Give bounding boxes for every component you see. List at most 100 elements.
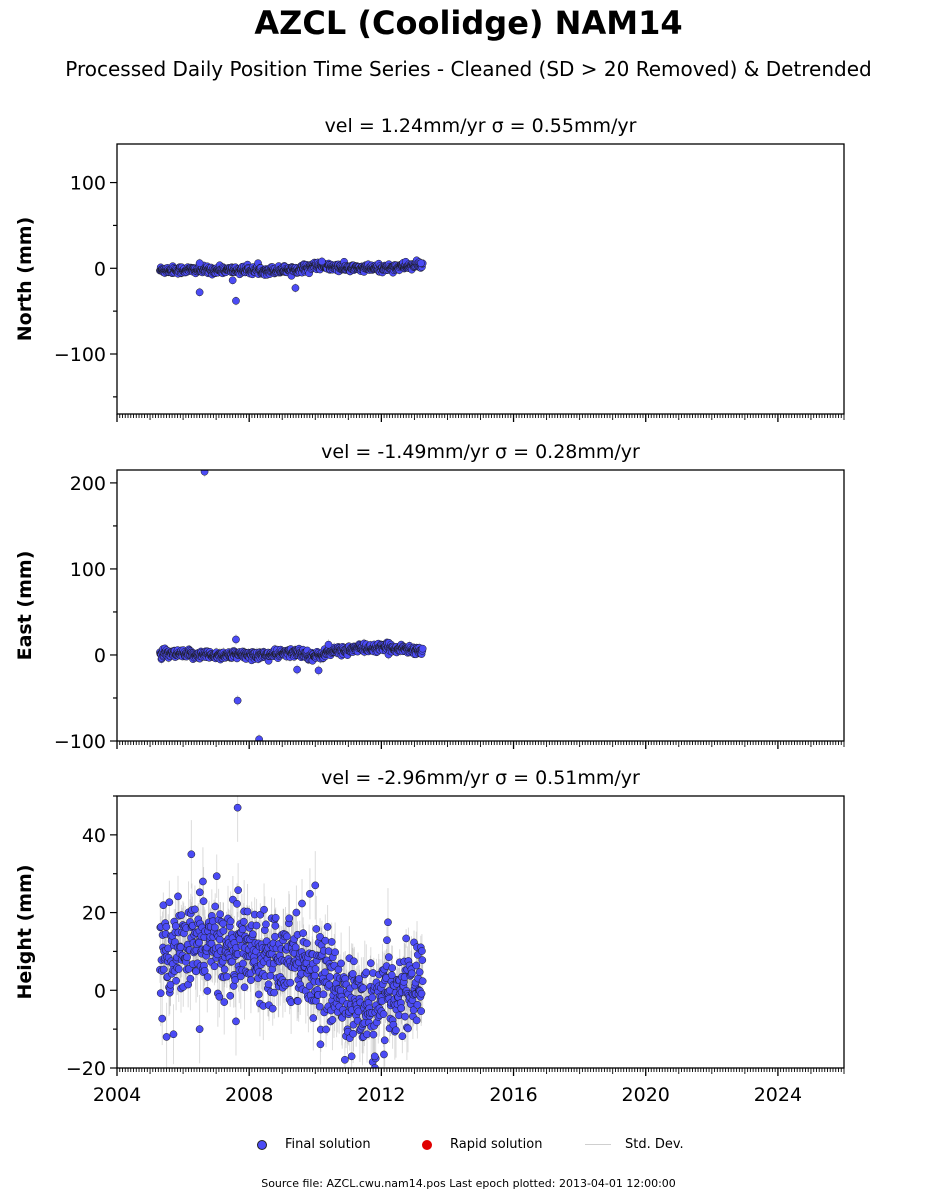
data-point [232, 1017, 240, 1026]
chart-title: AZCL (Coolidge) NAM14 [254, 4, 683, 42]
data-point [176, 943, 185, 952]
data-point [318, 257, 326, 266]
data-point [413, 1000, 422, 1009]
data-point [402, 934, 410, 943]
data-point [349, 1029, 357, 1038]
data-point [270, 988, 279, 997]
data-point [418, 977, 427, 985]
data-point [417, 989, 426, 998]
data-point [311, 881, 320, 890]
data-point [199, 877, 207, 886]
data-point [254, 990, 263, 999]
data-point [156, 989, 165, 998]
data-point [306, 889, 314, 898]
panel-title: vel = -1.49mm/yr σ = 0.28mm/yr [321, 441, 640, 463]
data-point [323, 923, 332, 931]
data-point [234, 886, 242, 895]
data-point [348, 969, 357, 978]
data-point [187, 850, 196, 859]
data-point [417, 1007, 426, 1015]
data-point [220, 998, 229, 1006]
data-point [159, 901, 168, 910]
data-point [384, 953, 393, 961]
data-point [199, 897, 208, 906]
data-point [231, 976, 239, 984]
data-point [162, 923, 171, 931]
data-point [252, 921, 261, 930]
data-point [203, 987, 212, 995]
data-point [305, 982, 314, 990]
data-point [226, 991, 235, 1000]
data-point [315, 1002, 324, 1011]
data-point [324, 947, 333, 955]
y-tick-label: −100 [54, 731, 106, 753]
data-point [271, 913, 280, 922]
data-point [383, 936, 391, 945]
data-point [298, 899, 306, 908]
data-point [291, 943, 300, 952]
axes-frame [116, 469, 845, 742]
data-point [247, 976, 255, 984]
data-point [316, 1040, 325, 1049]
data-point [355, 975, 364, 983]
data-point [195, 938, 203, 947]
data-point [165, 898, 174, 907]
data-point [162, 1033, 171, 1041]
data-point [341, 1055, 349, 1064]
data-point [219, 926, 228, 935]
data-point [233, 803, 242, 812]
data-point [266, 971, 275, 980]
y-axis-label: North (mm) [14, 217, 36, 342]
data-point [388, 964, 397, 972]
data-point [309, 1014, 318, 1022]
data-point [366, 959, 375, 968]
data-point [325, 973, 334, 981]
data-point [363, 1030, 371, 1039]
data-point [310, 971, 319, 980]
data-point [268, 1004, 277, 1013]
y-tick-label: 0 [94, 980, 106, 1002]
data-point [321, 968, 329, 977]
y-tick-label: −20 [66, 1058, 106, 1080]
data-point [174, 892, 182, 901]
data-point [380, 1036, 389, 1045]
data-point [359, 984, 368, 992]
data-point [328, 1016, 337, 1024]
data-layer [156, 796, 427, 1068]
data-point [215, 992, 224, 1001]
axes-frame [116, 143, 845, 415]
data-point [294, 997, 302, 1005]
data-point [418, 947, 426, 955]
data-point [312, 925, 321, 933]
data-point [260, 905, 268, 914]
data-point [210, 923, 219, 932]
data-point [299, 929, 308, 937]
data-point [177, 911, 186, 919]
data-point [232, 635, 240, 644]
chart-subtitle: Processed Daily Position Time Series - C… [65, 57, 872, 81]
data-point [286, 978, 295, 987]
data-point [311, 965, 320, 973]
data-point [223, 972, 231, 981]
y-tick-label: 100 [70, 173, 106, 195]
data-point [415, 968, 424, 976]
data-point [412, 1016, 421, 1025]
y-tick-label: 40 [82, 825, 106, 847]
data-point [417, 259, 425, 267]
data-point [354, 1007, 363, 1016]
data-point [228, 957, 236, 966]
data-point [337, 959, 345, 968]
data-point [262, 920, 270, 929]
y-tick-label: 20 [82, 903, 106, 925]
y-tick-label: 0 [94, 258, 106, 280]
data-point [322, 1025, 330, 1034]
data-point [210, 962, 219, 971]
data-point [233, 899, 241, 908]
data-point [248, 930, 257, 939]
data-point [211, 902, 220, 911]
data-point [195, 1025, 204, 1033]
data-point [314, 666, 323, 675]
data-point [243, 907, 252, 916]
data-point [191, 905, 199, 914]
